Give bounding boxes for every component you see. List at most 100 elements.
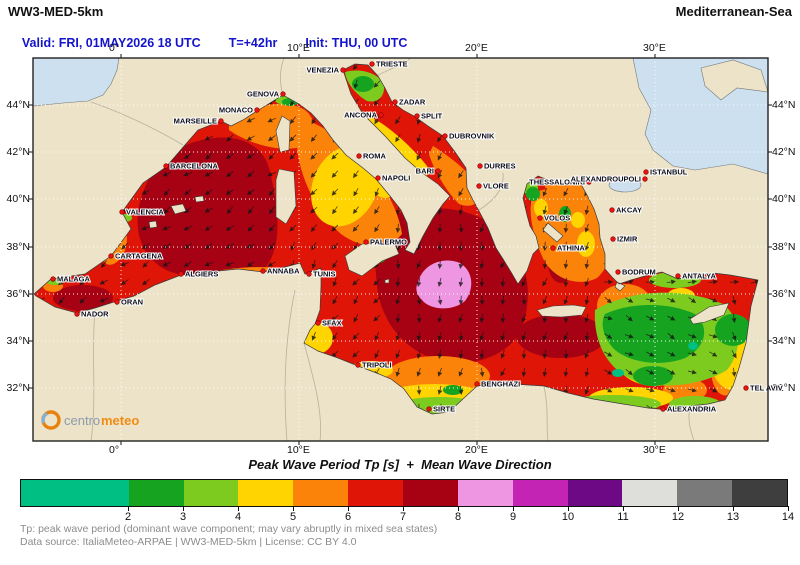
city-dot bbox=[378, 112, 384, 118]
colorbar-tick bbox=[128, 506, 129, 511]
city-label: CARTAGENA bbox=[115, 252, 163, 261]
malta-island bbox=[384, 278, 390, 284]
colorbar-swatch bbox=[348, 480, 404, 506]
rhodes-island bbox=[614, 281, 626, 292]
city-dot bbox=[363, 239, 369, 245]
city-dot bbox=[660, 406, 666, 412]
city-dot bbox=[74, 311, 80, 317]
colorbar-tick-label: 2 bbox=[124, 511, 132, 523]
tp-below-2-region bbox=[612, 342, 698, 377]
city-marker: ANCONA bbox=[343, 110, 384, 121]
city-marker: ANTALYA bbox=[675, 271, 717, 282]
city-dot bbox=[609, 207, 615, 213]
corsica-island bbox=[275, 115, 291, 153]
colorbar-tick bbox=[348, 506, 349, 511]
city-dot bbox=[356, 153, 362, 159]
colorbar-tick-label: 8 bbox=[454, 511, 462, 523]
city-marker: CARTAGENA bbox=[108, 251, 164, 262]
city-marker: SIRTE bbox=[426, 404, 456, 415]
colorbar-tick-label: 7 bbox=[399, 511, 407, 523]
city-marker: ANNABA bbox=[260, 266, 301, 277]
city-dot bbox=[108, 253, 114, 259]
colorbar-swatch bbox=[567, 480, 623, 506]
islands bbox=[148, 115, 730, 325]
colorbar-tick-label: 3 bbox=[179, 511, 187, 523]
city-label: SPLIT bbox=[421, 112, 443, 121]
city-marker: VENEZIA bbox=[305, 65, 346, 76]
lat-label-left: 42°N bbox=[6, 146, 30, 158]
lat-label-right: 40°N bbox=[772, 193, 796, 205]
city-label: ORAN bbox=[121, 298, 143, 307]
city-dot bbox=[260, 268, 266, 274]
city-label: VALENCIA bbox=[126, 208, 164, 217]
city-markers: MALAGA NADOR ORAN CARTAGENA VALENCIA BARCELON… bbox=[50, 59, 784, 415]
city-dot bbox=[442, 133, 448, 139]
city-label: ATHINA bbox=[557, 244, 585, 253]
city-dot bbox=[642, 176, 648, 182]
city-marker: TUNIS bbox=[306, 269, 337, 280]
crete-island bbox=[536, 304, 587, 318]
logo-swirl-blue-arc bbox=[41, 412, 48, 424]
city-marker: BARCELONA bbox=[163, 161, 219, 172]
menorca-island bbox=[194, 195, 205, 203]
city-dot bbox=[315, 320, 321, 326]
map-frame bbox=[32, 57, 769, 442]
colorbar-swatch bbox=[183, 480, 239, 506]
colorbar-swatch bbox=[457, 480, 513, 506]
colorbar-swatch bbox=[732, 480, 788, 506]
mallorca-island bbox=[170, 203, 187, 215]
city-dot bbox=[643, 169, 649, 175]
colorbar-swatch bbox=[622, 480, 678, 506]
map-canvas: centro meteo MALAGA NADOR ORAN CARTAGENA VAL… bbox=[29, 54, 784, 445]
lon-label-bottom: 10°E bbox=[287, 444, 310, 456]
city-dot bbox=[254, 107, 260, 113]
mediterranean-map: centro meteo MALAGA NADOR ORAN CARTAGENA VAL… bbox=[29, 54, 784, 445]
sea-of-marmara bbox=[608, 177, 642, 193]
colorbar-tick bbox=[568, 506, 569, 511]
city-marker: GENOVA bbox=[246, 89, 286, 100]
colorbar-swatch bbox=[238, 480, 294, 506]
forecast-offset: T=+42hr bbox=[228, 36, 278, 50]
colorbar-swatch bbox=[21, 480, 129, 506]
crimea-peninsula bbox=[700, 59, 769, 101]
city-label: ZADAR bbox=[399, 98, 426, 107]
city-label: THESSALONIKI bbox=[529, 178, 585, 187]
city-marker: ORAN bbox=[114, 297, 144, 308]
city-label: TRIPOLI bbox=[362, 361, 392, 370]
sardinia-island bbox=[275, 168, 297, 225]
city-label: ALGIERS bbox=[185, 270, 218, 279]
logo-text-meteo: meteo bbox=[101, 413, 139, 428]
city-label: NAPOLI bbox=[382, 174, 410, 183]
valid-time-line: Valid: FRI, 01MAY2026 18 UTC T=+42hr Init:… bbox=[8, 22, 435, 64]
euboea-island bbox=[542, 222, 564, 243]
city-dot bbox=[280, 91, 286, 97]
logo-text-centro: centro bbox=[64, 413, 100, 428]
city-marker: MARSEILLE bbox=[173, 116, 224, 127]
colorbar-tick-label: 10 bbox=[561, 511, 575, 523]
colorbar-tick bbox=[183, 506, 184, 511]
colorbar-tick-label: 12 bbox=[671, 511, 685, 523]
colorbar-tick-label: 14 bbox=[781, 511, 795, 523]
colorbar-swatch bbox=[128, 480, 184, 506]
colorbar-tick-label: 5 bbox=[289, 511, 297, 523]
city-marker: VLORE bbox=[476, 181, 510, 192]
city-dot bbox=[163, 163, 169, 169]
city-dot bbox=[550, 245, 556, 251]
ibiza-island bbox=[148, 220, 158, 229]
city-marker: BENGHAZI bbox=[474, 379, 521, 390]
city-label: MARSEILLE bbox=[174, 117, 217, 126]
city-marker: DURRES bbox=[477, 161, 517, 172]
city-marker: ALEXANDRIA bbox=[660, 404, 718, 415]
city-dot bbox=[119, 209, 125, 215]
city-marker: TRIPOLI bbox=[355, 360, 393, 371]
city-label: SIRTE bbox=[433, 405, 455, 414]
city-dot bbox=[306, 271, 312, 277]
city-marker: VOLOS bbox=[537, 213, 571, 224]
lat-label-right: 38°N bbox=[772, 241, 796, 253]
city-label: TEL AVIV bbox=[750, 384, 783, 393]
footnote-datasource: Data source: ItaliaMeteo-ARPAE | WW3-MED… bbox=[20, 536, 357, 548]
city-label: ROMA bbox=[363, 152, 386, 161]
city-marker: SPLIT bbox=[414, 111, 444, 122]
city-dot bbox=[743, 385, 749, 391]
city-dot bbox=[610, 236, 616, 242]
